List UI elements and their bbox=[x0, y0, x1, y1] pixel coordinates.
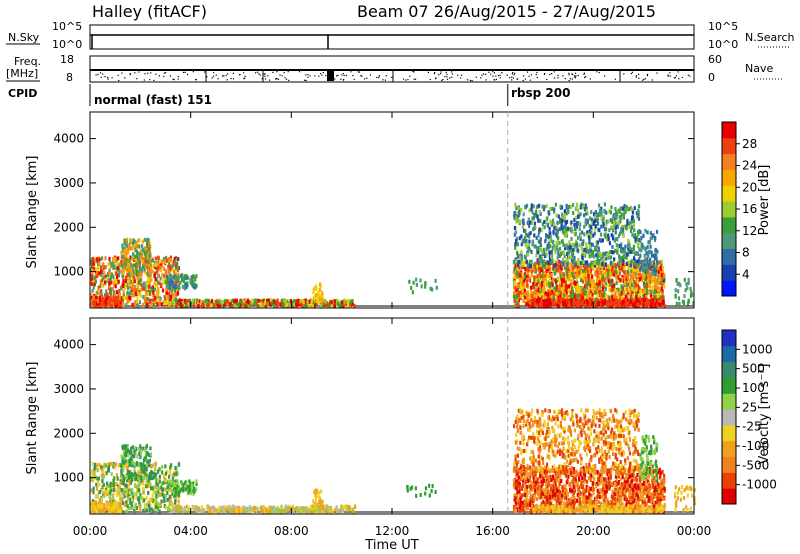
xtick-label: 00:00 bbox=[73, 524, 108, 538]
colorbar-tick: 28 bbox=[742, 137, 757, 151]
power-ytick-label: 2000 bbox=[53, 220, 84, 234]
colorbar-tick: 25 bbox=[742, 400, 757, 414]
colorbar-tick: 100 bbox=[742, 381, 765, 395]
velocity-ytick-label: 2000 bbox=[53, 426, 84, 440]
freq-top: 18 bbox=[60, 53, 74, 66]
colorbar-tick: 16 bbox=[742, 202, 757, 216]
power-ylabel: Slant Range [km] bbox=[25, 156, 40, 269]
velocity-colorbar: 1000 500 100 25 -25 -100 -500 -1000 bbox=[721, 329, 777, 505]
power-colorbar-label: Power [dB] bbox=[757, 165, 772, 236]
colorbar-tick: 1000 bbox=[742, 342, 773, 356]
xtick-label: 00:00 bbox=[677, 524, 712, 538]
velocity-ytick-label: 4000 bbox=[53, 338, 84, 352]
time-axis: 00:00 04:00 08:00 12:00 16:00 20:00 00:00 bbox=[73, 112, 712, 538]
colorbar-tick: 8 bbox=[742, 246, 750, 260]
nave-bottom: 0 bbox=[708, 71, 715, 84]
velocity-panel: 1000 2000 3000 4000 bbox=[53, 317, 696, 515]
colorbar-tick: -500 bbox=[742, 458, 769, 472]
beam-date-title: Beam 07 26/Aug/2015 - 27/Aug/2015 bbox=[357, 2, 656, 21]
freq-unit: [MHz] bbox=[6, 67, 38, 80]
nsky-bottom: 10^0 bbox=[52, 38, 82, 51]
velocity-ylabel: Slant Range [km] bbox=[25, 362, 40, 475]
time-axis-label: Time UT bbox=[364, 538, 418, 553]
colorbar-tick: -100 bbox=[742, 439, 769, 453]
power-ytick-label: 3000 bbox=[53, 176, 84, 190]
nsky-strip bbox=[89, 24, 695, 50]
nave-top: 60 bbox=[708, 53, 722, 66]
velocity-colorbar-label: Velocity [m s⁻¹] bbox=[757, 364, 772, 465]
colorbar-tick: -25 bbox=[742, 420, 762, 434]
power-ytick-label: 4000 bbox=[53, 132, 84, 146]
nave-label: Nave bbox=[745, 62, 773, 75]
freq-bottom: 8 bbox=[66, 71, 73, 84]
colorbar-tick: -1000 bbox=[742, 478, 777, 492]
nsearch-bottom: 10^0 bbox=[708, 38, 738, 51]
freq-strip bbox=[89, 55, 695, 83]
power-colorbar: 4 8 12 16 20 24 28 bbox=[721, 121, 757, 297]
velocity-ytick-label: 3000 bbox=[53, 382, 84, 396]
xtick-label: 08:00 bbox=[274, 524, 309, 538]
cpid-mode-rbsp: rbsp 200 bbox=[511, 86, 570, 100]
nsky-label: N.Sky bbox=[8, 31, 40, 44]
freq-label: Freq. bbox=[14, 55, 41, 68]
station-title: Halley (fitACF) bbox=[92, 2, 207, 21]
power-ytick-label: 1000 bbox=[53, 265, 84, 279]
power-heatmap-cells bbox=[90, 202, 695, 309]
xtick-label: 04:00 bbox=[173, 524, 208, 538]
nsearch-top: 10^5 bbox=[708, 20, 738, 33]
colorbar-tick: 500 bbox=[742, 362, 765, 376]
xtick-label: 12:00 bbox=[375, 524, 410, 538]
velocity-heatmap-cells bbox=[90, 408, 696, 515]
xtick-label: 20:00 bbox=[576, 524, 611, 538]
cpid-label: CPID bbox=[8, 87, 37, 100]
nsearch-label: N.Search bbox=[745, 31, 795, 44]
cpid-mode-normal: normal (fast) 151 bbox=[94, 93, 212, 107]
power-panel: 1000 2000 3000 4000 bbox=[53, 111, 695, 309]
nsky-top: 10^5 bbox=[52, 20, 82, 33]
colorbar-tick: 12 bbox=[742, 224, 757, 238]
colorbar-tick: 4 bbox=[742, 267, 750, 281]
colorbar-tick: 20 bbox=[742, 180, 757, 194]
xtick-label: 16:00 bbox=[475, 524, 510, 538]
velocity-ytick-label: 1000 bbox=[53, 471, 84, 485]
colorbar-tick: 24 bbox=[742, 159, 757, 173]
